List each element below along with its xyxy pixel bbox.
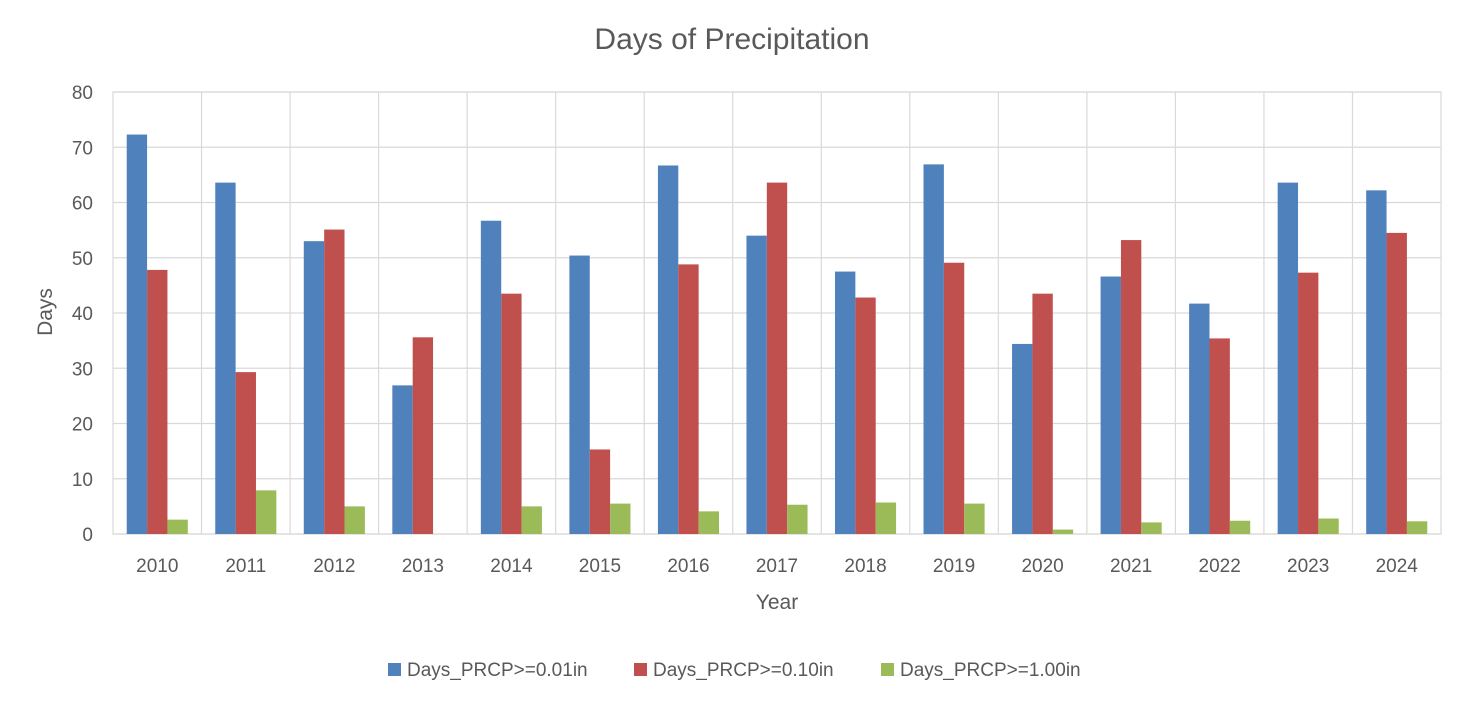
legend-swatch (634, 663, 647, 676)
x-tick-label: 2018 (844, 556, 886, 577)
bar (875, 502, 897, 534)
bar (657, 165, 679, 535)
bar (1298, 272, 1319, 534)
bar (1318, 518, 1339, 534)
x-axis-title: Year (756, 591, 798, 614)
x-tick-label: 2011 (225, 556, 266, 577)
bar (787, 504, 808, 534)
y-tick-label: 40 (72, 304, 93, 325)
y-tick-label: 80 (72, 83, 93, 104)
legend-label: Days_PRCP>=1.00in (900, 660, 1081, 681)
bar (1366, 190, 1387, 534)
bar (147, 269, 168, 534)
legend-item: Days_PRCP>=0.10in (634, 660, 834, 681)
bar (521, 506, 542, 534)
x-tick-label: 2024 (1376, 556, 1419, 577)
legend-label: Days_PRCP>=0.01in (407, 660, 588, 681)
x-tick-label: 2014 (490, 556, 533, 577)
bar (303, 241, 325, 535)
bar (1052, 529, 1074, 534)
bar (1120, 240, 1142, 534)
bar (678, 264, 699, 534)
bar (610, 503, 631, 534)
x-tick-label: 2017 (756, 556, 798, 577)
bar (1277, 182, 1299, 535)
bar (235, 372, 256, 534)
y-axis-title: Days (34, 288, 57, 336)
bar (1189, 303, 1210, 534)
y-tick-label: 20 (72, 415, 93, 436)
legend-item: Days_PRCP>=0.01in (388, 660, 588, 681)
bar (1032, 293, 1053, 534)
y-tick-label: 60 (72, 194, 93, 215)
bar (923, 164, 944, 534)
x-tick-label: 2019 (933, 556, 975, 577)
bar (766, 182, 788, 535)
x-tick-label: 2016 (667, 556, 709, 577)
bar (324, 229, 345, 534)
bar (746, 235, 767, 534)
x-tick-label: 2010 (136, 556, 178, 577)
bar (1406, 521, 1428, 534)
bar (1012, 343, 1033, 534)
bar (943, 262, 965, 534)
bar (1229, 520, 1251, 534)
legend: Days_PRCP>=0.01in Days_PRCP>=0.10in Days_P… (388, 660, 1081, 681)
chart-title: Days of Precipitation (594, 23, 869, 56)
y-tick-label: 50 (72, 249, 93, 270)
x-tick-label: 2013 (402, 556, 444, 577)
bar (344, 506, 365, 534)
bar (1141, 522, 1162, 534)
x-tick-label: 2012 (313, 556, 355, 577)
legend-label: Days_PRCP>=0.10in (653, 660, 834, 681)
bar (589, 449, 611, 534)
legend-item: Days_PRCP>=1.00in (881, 660, 1081, 681)
x-tick-label: 2023 (1287, 556, 1329, 577)
bar (1100, 276, 1121, 534)
bars (126, 134, 1428, 535)
bar (698, 511, 720, 534)
bar (215, 182, 236, 535)
y-tick-label: 10 (72, 470, 93, 491)
y-tick-label: 0 (82, 525, 93, 546)
bar (964, 503, 985, 534)
x-tick-label: 2015 (579, 556, 621, 577)
bar (480, 220, 502, 535)
bar (855, 297, 876, 534)
bar (412, 337, 434, 534)
y-axis-ticks: 0 10 20 30 40 50 60 70 80 (72, 83, 93, 546)
bar (569, 255, 590, 535)
bar (1386, 232, 1407, 534)
y-tick-label: 30 (72, 359, 93, 380)
legend-swatch (881, 663, 894, 676)
x-axis-ticks: 2010 2011 2012 2013 2014 2015 2016 2017 2018 2019… (136, 556, 1418, 577)
bar (255, 490, 277, 534)
bar (392, 385, 413, 534)
bar (126, 134, 148, 535)
bar (167, 519, 188, 534)
bar (1209, 338, 1230, 534)
x-tick-label: 2022 (1199, 556, 1241, 577)
bar (834, 271, 856, 534)
x-tick-label: 2020 (1021, 556, 1063, 577)
x-tick-label: 2021 (1110, 556, 1152, 577)
legend-swatch (388, 663, 401, 676)
bar (501, 293, 522, 534)
y-tick-label: 70 (72, 138, 93, 159)
